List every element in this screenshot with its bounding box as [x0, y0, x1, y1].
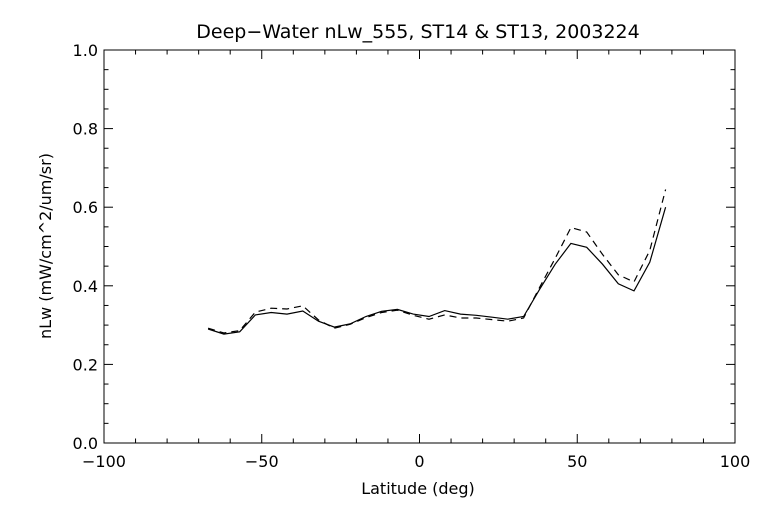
y-tick-label: 0.8	[73, 120, 98, 139]
x-tick-label: 50	[567, 452, 587, 471]
plot-frame	[103, 49, 736, 444]
y-tick-label: 1.0	[73, 41, 98, 60]
series-layer	[207, 189, 667, 335]
y-tick-label: 0.6	[73, 198, 98, 217]
y-axis-title: nLw (mW/cm^2/um/sr)	[36, 153, 55, 339]
y-tick-labels: 0.0 0.2 0.4 0.6 0.8 1.0	[73, 41, 98, 453]
x-tick-label: 100	[720, 452, 751, 471]
y-tick-label: 0.4	[73, 277, 98, 296]
series-line-dashed	[207, 189, 667, 334]
y-tick-label: 0.0	[73, 434, 98, 453]
y-tick-label: 0.2	[73, 355, 98, 374]
series-line-solid	[207, 207, 667, 335]
x-tick-label: 0	[414, 452, 424, 471]
x-axis-title: Latitude (deg)	[361, 479, 475, 498]
x-tick-label: −100	[82, 452, 126, 471]
x-tick-labels: −100 −50 0 50 100	[82, 452, 750, 471]
chart-title: Deep−Water nLw_555, ST14 & ST13, 2003224	[196, 21, 640, 43]
axis-ticks	[103, 49, 736, 444]
x-tick-label: −50	[245, 452, 279, 471]
